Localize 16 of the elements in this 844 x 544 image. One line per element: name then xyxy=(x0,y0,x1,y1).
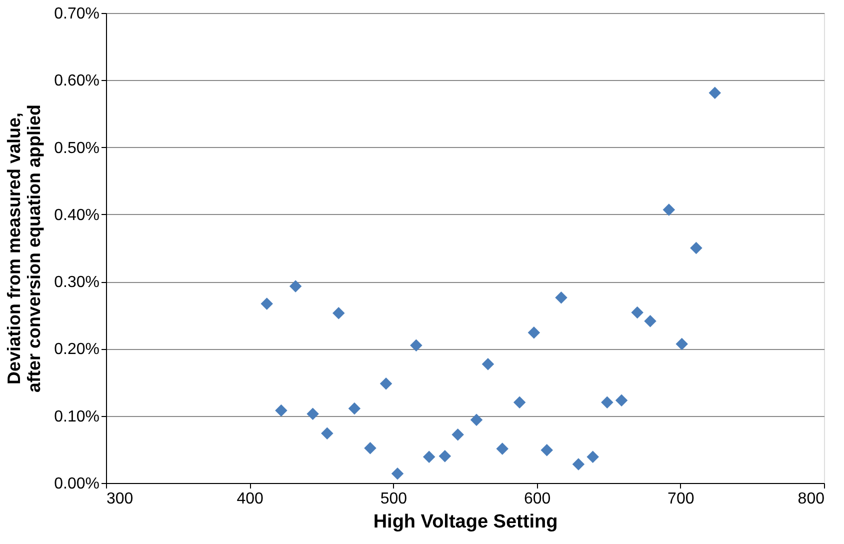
y-tick-label: 0.00% xyxy=(54,476,100,492)
y-tick-label: 0.60% xyxy=(54,72,100,90)
y-tick-label: 0.70% xyxy=(54,6,100,22)
y-tick-label: 0.50% xyxy=(54,140,100,157)
y-tick-label: 0.40% xyxy=(54,206,100,224)
x-tick-label: 600 xyxy=(524,490,551,508)
y-axis-title: Deviation from measured value, after conversion equation applied xyxy=(4,104,44,393)
y-tick-label: 0.10% xyxy=(54,408,100,426)
x-tick-label: 500 xyxy=(380,490,408,508)
x-tick-label: 300 xyxy=(106,490,134,508)
x-tick-label: 700 xyxy=(668,490,694,508)
x-axis-title: High Voltage Setting xyxy=(373,512,558,532)
x-tick-label: 800 xyxy=(798,490,825,508)
y-tick-label: 0.30% xyxy=(54,274,100,292)
x-tick-label: 400 xyxy=(236,490,264,508)
y-tick-label: 0.20% xyxy=(54,341,100,358)
